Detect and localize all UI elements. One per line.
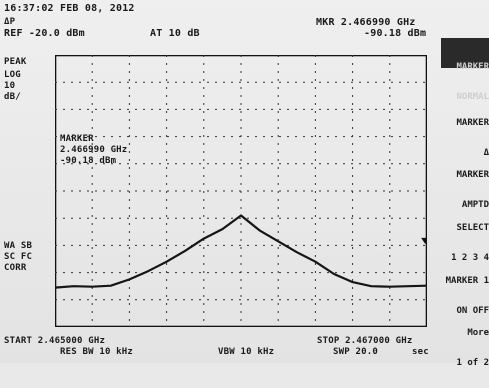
softkey-marker-normal[interactable]: MARKER NORMAL xyxy=(441,38,489,102)
spectrum-trace xyxy=(55,214,427,289)
sc-fc-annotation: SC FC xyxy=(4,252,33,262)
softkey-marker-delta[interactable]: MARKER Δ xyxy=(441,98,489,178)
softkey-label: MARKER xyxy=(456,62,489,72)
scale-type: LOG xyxy=(4,70,21,80)
softkey-sublabel: 1 of 2 xyxy=(456,358,489,368)
reference-level: REF -20.0 dBm xyxy=(4,28,85,39)
trace-canvas xyxy=(55,55,427,327)
marker-box-title: MARKER xyxy=(60,134,94,144)
stop-frequency: STOP 2.467000 GHz xyxy=(317,336,413,346)
softkey-label: SELECT xyxy=(456,223,489,233)
scale-unit: dB/ xyxy=(4,92,21,102)
resolution-bandwidth: RES BW 10 kHz xyxy=(60,347,134,357)
spectrum-analyzer-screen: 16:37:02 FEB 08, 2012 ΔP REF -20.0 dBm A… xyxy=(0,0,489,368)
softkey-label: MARKER xyxy=(456,170,489,180)
spectrum-plot xyxy=(55,55,427,327)
softkey-select-marker[interactable]: SELECT 1 2 3 4 xyxy=(441,203,489,283)
marker-box-frequency: 2.466990 GHz xyxy=(60,145,128,155)
softkey-label: MARKER xyxy=(456,118,489,128)
corr-annotation: CORR xyxy=(4,263,27,273)
softkey-sublabel: 1 2 3 4 xyxy=(451,253,489,263)
softkey-sublabel: Δ xyxy=(483,148,489,158)
scale-value: 10 xyxy=(4,81,16,91)
sweep-time: SWP 20.0 xyxy=(333,347,378,357)
delta-marker-indicator: ΔP xyxy=(4,17,16,27)
timestamp: 16:37:02 FEB 08, 2012 xyxy=(4,3,135,14)
softkey-marker-on-off[interactable]: MARKER 1 ON OFF xyxy=(441,256,489,336)
marker-level-readout: -90.18 dBm xyxy=(364,28,427,39)
softkey-sublabel: NORMAL xyxy=(456,92,489,102)
softkey-label: MARKER 1 xyxy=(445,276,489,286)
marker-diamond xyxy=(421,237,427,244)
softkey-more[interactable]: More 1 of 2 xyxy=(441,308,489,388)
sweep-time-unit: sec xyxy=(412,347,429,357)
detector-mode: PEAK xyxy=(4,57,27,67)
softkey-marker-amptd[interactable]: MARKER AMPTD xyxy=(441,150,489,230)
softkey-sublabel: AMPTD xyxy=(461,200,489,210)
video-bandwidth: VBW 10 kHz xyxy=(218,347,275,357)
softkey-sublabel: ON OFF xyxy=(456,306,489,316)
marker-box-level: -90.18 dBm xyxy=(60,156,117,166)
attenuation: AT 10 dB xyxy=(150,28,200,39)
marker-frequency-readout: MKR 2.466990 GHz xyxy=(316,17,416,28)
softkey-label: More xyxy=(467,328,489,338)
softkey-panel: MARKER NORMAL MARKER Δ MARKER AMPTD SELE… xyxy=(432,0,489,368)
wa-sb-annotation: WA SB xyxy=(4,241,33,251)
start-frequency: START 2.465000 GHz xyxy=(4,336,106,346)
